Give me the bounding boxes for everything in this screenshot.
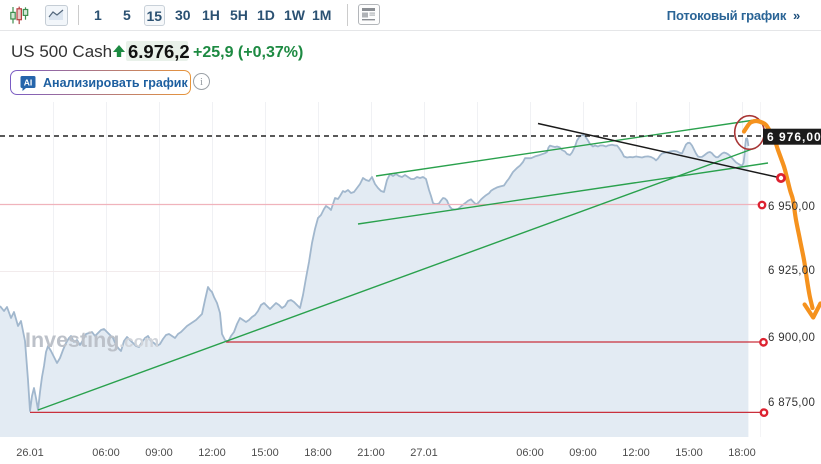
svg-text:15:00: 15:00: [675, 447, 703, 459]
svg-text:21:00: 21:00: [357, 447, 385, 459]
svg-text:6 925,00: 6 925,00: [768, 265, 815, 277]
svg-text:6 875,00: 6 875,00: [768, 397, 815, 409]
svg-text:18:00: 18:00: [304, 447, 332, 459]
svg-text:09:00: 09:00: [145, 447, 173, 459]
svg-text:27.01: 27.01: [410, 447, 438, 459]
svg-text:Investing.com: Investing.com: [25, 328, 159, 352]
svg-text:12:00: 12:00: [622, 447, 650, 459]
svg-text:12:00: 12:00: [198, 447, 226, 459]
svg-text:6 976,00: 6 976,00: [767, 130, 821, 144]
svg-text:15:00: 15:00: [251, 447, 279, 459]
svg-text:06:00: 06:00: [516, 447, 544, 459]
svg-text:6 950,00: 6 950,00: [768, 201, 815, 213]
svg-text:18:00: 18:00: [728, 447, 756, 459]
svg-text:6 900,00: 6 900,00: [768, 332, 815, 344]
svg-text:06:00: 06:00: [92, 447, 120, 459]
svg-text:AI: AI: [24, 78, 33, 88]
svg-text:26.01: 26.01: [16, 447, 44, 459]
svg-text:09:00: 09:00: [569, 447, 597, 459]
